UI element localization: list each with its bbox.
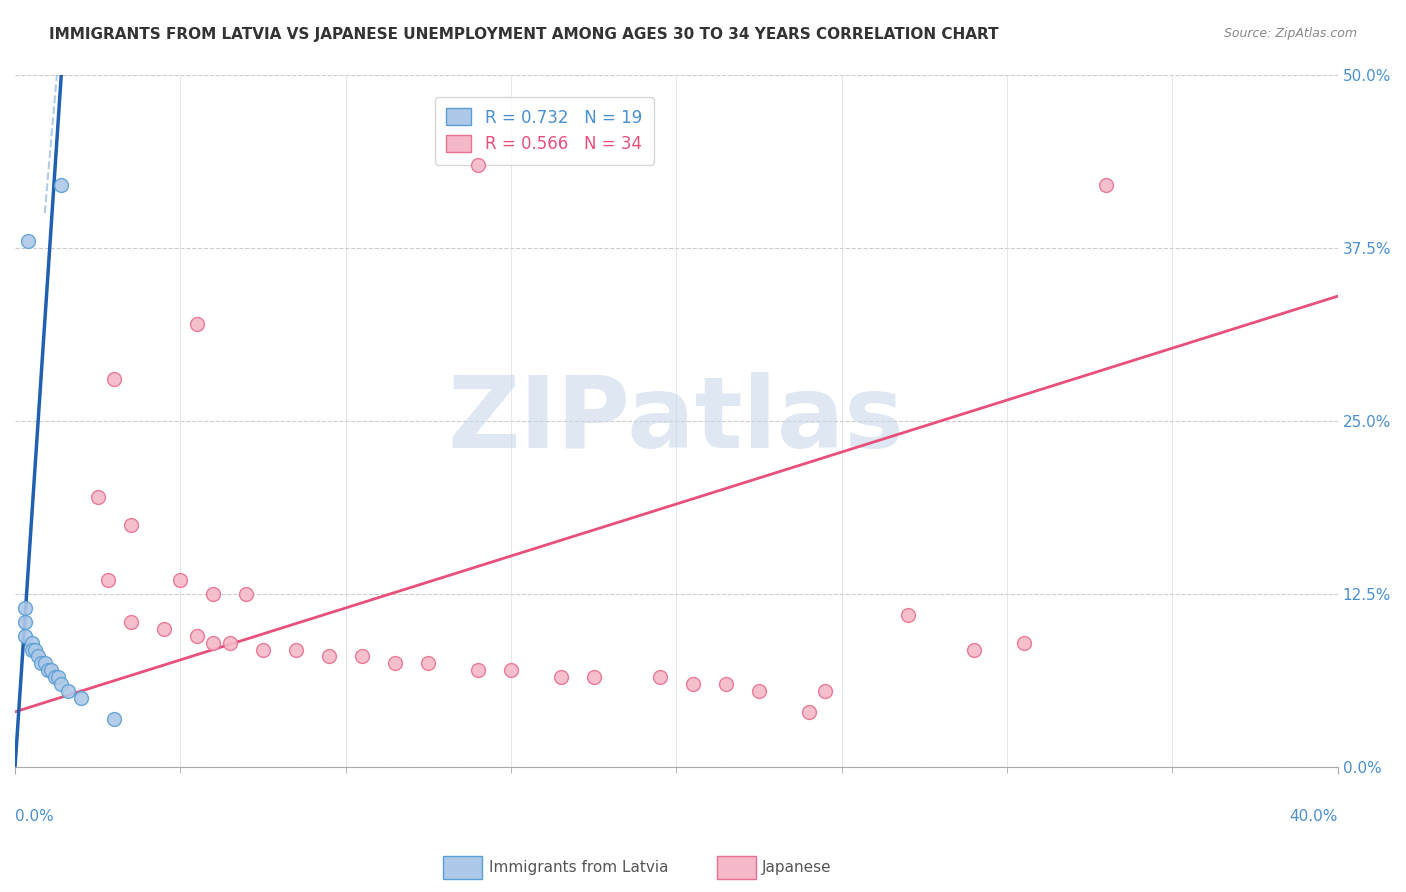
Point [103, 372, 125, 386]
Point [51, 178, 73, 193]
Point [14, 615, 37, 629]
Point [219, 635, 242, 649]
Point [318, 649, 340, 664]
Point [252, 642, 274, 657]
Point [169, 573, 191, 587]
Point [14, 629, 37, 643]
Point [186, 317, 208, 331]
Point [20, 635, 42, 649]
Point [51, 677, 73, 691]
Point [1095, 178, 1118, 193]
Point [120, 615, 142, 629]
Point [56, 684, 79, 698]
Text: 0.0%: 0.0% [15, 809, 53, 824]
Point [648, 670, 671, 684]
Point [70, 691, 93, 706]
Point [499, 663, 522, 677]
Point [120, 517, 142, 532]
Text: 40.0%: 40.0% [1289, 809, 1337, 824]
Point [202, 635, 225, 649]
Point [714, 677, 737, 691]
Point [34, 657, 56, 671]
Point [467, 663, 489, 677]
Point [103, 712, 125, 726]
Point [27, 649, 49, 664]
Point [186, 629, 208, 643]
Text: Source: ZipAtlas.com: Source: ZipAtlas.com [1223, 27, 1357, 40]
Point [963, 642, 986, 657]
Point [467, 158, 489, 172]
Text: Japanese: Japanese [762, 860, 832, 874]
Point [24, 642, 46, 657]
Point [748, 684, 770, 698]
Point [682, 677, 704, 691]
Point [418, 657, 440, 671]
Point [30, 657, 52, 671]
Point [582, 670, 605, 684]
Point [41, 663, 63, 677]
Text: Immigrants from Latvia: Immigrants from Latvia [489, 860, 669, 874]
Point [384, 657, 406, 671]
Point [352, 649, 374, 664]
Point [17, 234, 39, 248]
Point [44, 670, 66, 684]
Point [86, 490, 108, 504]
Point [14, 601, 37, 615]
Point [1012, 635, 1035, 649]
Text: IMMIGRANTS FROM LATVIA VS JAPANESE UNEMPLOYMENT AMONG AGES 30 TO 34 YEARS CORREL: IMMIGRANTS FROM LATVIA VS JAPANESE UNEMP… [49, 27, 998, 42]
Point [897, 607, 920, 622]
Point [20, 642, 42, 657]
Point [152, 622, 174, 636]
Point [37, 663, 59, 677]
Point [97, 573, 120, 587]
Point [797, 705, 820, 719]
Point [235, 587, 257, 601]
Point [46, 670, 69, 684]
Point [202, 587, 225, 601]
Text: ZIPatlas: ZIPatlas [449, 372, 904, 469]
Point [550, 670, 572, 684]
Point [814, 684, 837, 698]
Legend: R = 0.732   N = 19, R = 0.566   N = 34: R = 0.732 N = 19, R = 0.566 N = 34 [434, 96, 654, 165]
Point [285, 642, 308, 657]
